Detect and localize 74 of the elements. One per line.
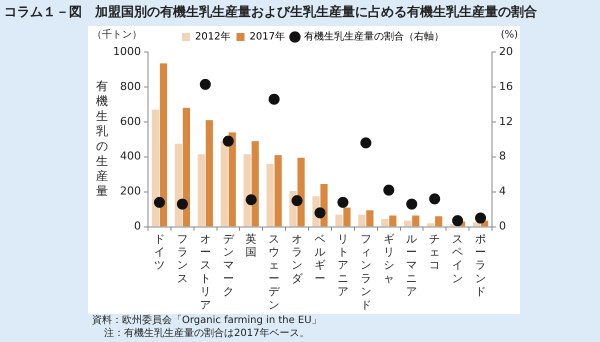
y2-tick-label: 12 xyxy=(499,114,514,128)
y2-tick-label: 16 xyxy=(499,80,514,93)
y2-tick-label: 4 xyxy=(499,184,506,198)
bar xyxy=(228,132,236,226)
x-tick-label: オーストリア xyxy=(200,232,211,312)
point xyxy=(360,137,372,148)
x-tick-label: フィンランド xyxy=(360,232,372,312)
x-tick-label: チェコ xyxy=(429,232,440,272)
bar xyxy=(381,218,388,226)
x-tick-label: ドイツ xyxy=(154,232,165,272)
text: （千トン） xyxy=(92,28,142,41)
y-tick-label: 0 xyxy=(134,220,141,233)
bar xyxy=(335,214,343,226)
bar xyxy=(404,220,412,226)
y-tick-label: 600 xyxy=(120,114,141,128)
legend-label: 2017年 xyxy=(250,30,285,43)
point xyxy=(406,198,418,210)
chart-title: コラム１－図 加盟国別の有機生乳生産量および生乳生産量に占める有機生乳生産量の割合 xyxy=(4,4,537,21)
point xyxy=(268,94,280,105)
bar xyxy=(244,154,251,226)
bar xyxy=(198,154,205,226)
bar xyxy=(412,215,420,226)
bar xyxy=(174,144,182,226)
bar xyxy=(389,215,396,226)
bar xyxy=(182,108,190,226)
x-tick-label: 英国 xyxy=(246,232,257,258)
point xyxy=(154,196,165,208)
point xyxy=(292,195,303,206)
bar xyxy=(472,222,480,226)
bar xyxy=(152,110,160,226)
y2-tick-label: 8 xyxy=(499,150,506,163)
x-tick-label: スペイン xyxy=(452,232,464,285)
bar xyxy=(343,208,351,226)
x-tick-label: ポーランド xyxy=(475,232,486,298)
y-tick-label: 200 xyxy=(120,184,141,198)
x-tick-label: オランダ xyxy=(292,232,304,285)
point xyxy=(429,193,440,204)
y-tick-label: 400 xyxy=(120,150,141,163)
y2-axis-title: (%) xyxy=(500,30,518,41)
x-tick-label: スウェーデン xyxy=(268,232,281,312)
point xyxy=(246,194,257,206)
y2-tick-label: 20 xyxy=(499,44,514,58)
bar xyxy=(427,223,434,226)
x-tick-label: フランス xyxy=(176,232,188,285)
y-axis-title: 有機生乳の生産量 xyxy=(96,79,108,198)
point xyxy=(383,184,394,196)
y-tick-label: 800 xyxy=(120,80,141,93)
bar xyxy=(220,141,228,226)
legend-label: 有機生乳生産量の割合（右軸） xyxy=(304,30,444,43)
legend-label: 2012年 xyxy=(195,30,231,43)
bar xyxy=(435,216,442,226)
x-tick-label: リトアニア xyxy=(337,232,348,298)
point xyxy=(475,212,486,224)
bar xyxy=(358,214,366,226)
point xyxy=(200,78,211,90)
text: 注：有機生乳生産量の割合は2017年ベース。 xyxy=(103,327,310,340)
point xyxy=(452,215,464,226)
point xyxy=(314,207,326,218)
text: 資料：欧州委員会「Organic farming in the EU」 xyxy=(92,314,322,327)
bar xyxy=(366,210,374,226)
bar xyxy=(274,155,282,226)
point xyxy=(222,136,234,147)
x-tick-label: ギリシャ xyxy=(383,232,394,285)
point xyxy=(176,198,188,210)
point xyxy=(337,196,348,208)
x-tick-label: ルーマニア xyxy=(406,232,418,298)
y-tick-label: 1000 xyxy=(112,44,141,58)
bar xyxy=(266,164,274,226)
x-tick-label: デンマーク xyxy=(222,232,235,298)
bar xyxy=(160,63,168,226)
x-tick-label: ベルギー xyxy=(314,232,326,285)
bar xyxy=(206,120,213,226)
bar xyxy=(252,141,259,226)
y2-tick-label: 0 xyxy=(499,220,506,233)
